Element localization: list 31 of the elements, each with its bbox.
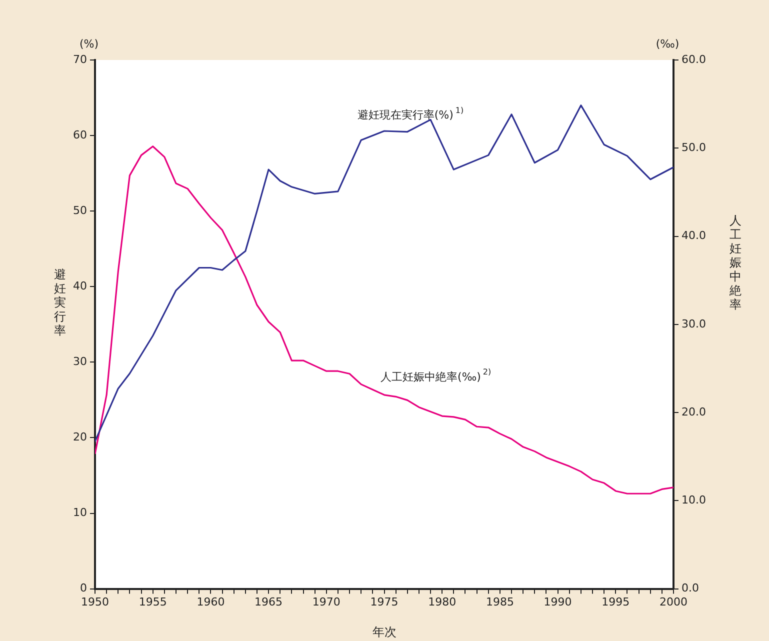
y-tick-label: 30 [72,355,87,368]
y2-tick-label: 10.0 [682,494,706,507]
x-tick-label: 2000 [660,595,688,608]
text: (‰) [656,37,680,50]
x-tick-label: 1975 [370,595,398,608]
y2-tick-label: 60.0 [682,52,706,66]
x-tick-label: 1985 [486,595,514,608]
y-tick-label: 60 [72,128,87,142]
x-tick-label: 1950 [80,595,109,608]
y2-axis-title: 人工妊娠中絶率 [728,214,742,312]
x-axis-title: 年次 [372,624,396,639]
x-tick-label: 1995 [602,595,630,608]
y2-tick-label: 40.0 [682,229,706,242]
x-tick-label: 1970 [312,595,340,608]
y-axis-title: 避妊実行率 [54,268,66,338]
y-tick-label: 40 [72,279,87,292]
x-tick-label: 1960 [196,595,225,608]
x-tick-label: 1955 [138,595,167,608]
y2-tick-label: 50.0 [682,140,706,154]
y-tick-label: 70 [72,52,87,66]
y-tick-label: 0 [80,582,87,595]
y2-tick-label: 0.0 [682,582,700,595]
y2-tick-label: 20.0 [682,405,706,418]
y-tick-label: 50 [72,204,87,217]
x-tick-label: 1980 [428,595,456,608]
y2-tick-label: 30.0 [682,317,706,330]
x-tick-label: 1965 [254,595,283,608]
x-tick-label: 1990 [544,595,572,608]
text: (%) [79,37,99,50]
y-tick-label: 10 [72,506,87,520]
y-tick-label: 20 [72,430,87,444]
